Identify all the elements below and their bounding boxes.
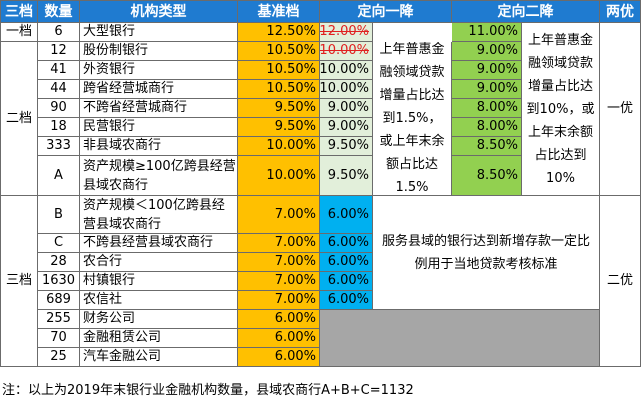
row-cut1-ratio: 10.00%: [320, 80, 373, 99]
row-count: A: [38, 156, 80, 196]
row-cut1-ratio: 6.00%: [320, 291, 373, 310]
row-type: 金融租赁公司: [80, 329, 238, 348]
row-base-ratio: 7.00%: [238, 253, 320, 272]
row-type: 农合行: [80, 253, 238, 272]
row-cut2-ratio: 8.50%: [452, 156, 522, 196]
row-cut2-ratio: 8.50%: [452, 137, 522, 156]
row-base-ratio: 6.00%: [238, 310, 320, 329]
row-cut1-ratio: 12.00%: [320, 23, 373, 42]
row-type: 汽车金融公司: [80, 348, 238, 367]
row-cut1-ratio: 6.00%: [320, 196, 373, 234]
row-cut1-ratio: 9.50%: [320, 137, 373, 156]
row-count: 1630: [38, 272, 80, 291]
row-cut2-ratio: 9.00%: [452, 61, 522, 80]
header-tier3: 三档: [0, 0, 38, 23]
row-cut1-ratio: 9.50%: [320, 156, 373, 196]
row-count: 28: [38, 253, 80, 272]
not-applicable-area: [320, 310, 600, 367]
header-targeted-cut-2: 定向二降: [452, 0, 600, 23]
row-type: 村镇银行: [80, 272, 238, 291]
row-base-ratio: 7.00%: [238, 234, 320, 253]
row-count: 255: [38, 310, 80, 329]
row-cut1-ratio: 10.00%: [320, 42, 373, 61]
row-count: 44: [38, 80, 80, 99]
row-type: 大型银行: [80, 23, 238, 42]
header-targeted-cut-1: 定向一降: [320, 0, 452, 23]
row-base-ratio: 7.00%: [238, 196, 320, 234]
row-cut2-ratio: 11.00%: [452, 23, 522, 42]
row-base-ratio: 10.50%: [238, 80, 320, 99]
row-count: 12: [38, 42, 80, 61]
row-base-ratio: 12.50%: [238, 23, 320, 42]
struck-value: 10.00%: [320, 43, 369, 58]
row-count: 41: [38, 61, 80, 80]
row-base-ratio: 7.00%: [238, 272, 320, 291]
header-type: 机构类型: [80, 0, 238, 23]
cut1-rule-text: 上年普惠金融领域贷款增量占比达到1.5%，或上年末余额占比达1.5%: [373, 42, 452, 196]
cut2-rule-text: 上年普惠金融领域贷款增量占比达到10%，或上年末余额占比达到10%: [522, 23, 600, 196]
row-base-ratio: 6.00%: [238, 329, 320, 348]
header-count: 数量: [38, 0, 80, 23]
tier3-both-label: 二优: [600, 196, 641, 367]
tier-1-label: 一档: [0, 23, 38, 42]
row-cut1-ratio: 6.00%: [320, 234, 373, 253]
row-count: 70: [38, 329, 80, 348]
struck-value: 12.00%: [320, 24, 369, 39]
tier-2-label: 二档: [0, 42, 38, 196]
reserve-ratio-table: 三档 数量 机构类型 基准档 定向一降 定向二降 两优 一档 二档 三档 6 大型银行 12.50% 12…: [0, 0, 641, 367]
row-type: 资产规模≥100亿跨县经营县域农商行: [80, 156, 238, 196]
row-base-ratio: 10.50%: [238, 61, 320, 80]
header-base: 基准档: [238, 0, 320, 23]
row-type: 资产规模＜100亿跨县经营县域农商行: [80, 196, 238, 234]
row-count: C: [38, 234, 80, 253]
row-type: 民营银行: [80, 118, 238, 137]
row-base-ratio: 6.00%: [238, 348, 320, 367]
row-base-ratio: 9.50%: [238, 118, 320, 137]
row-count: 25: [38, 348, 80, 367]
row-cut1-ratio: 6.00%: [320, 272, 373, 291]
row-cut2-ratio: 9.00%: [452, 42, 522, 61]
row-type: 跨省经营城商行: [80, 80, 238, 99]
row-cut2-ratio: 8.00%: [452, 118, 522, 137]
row-cut2-ratio: 8.00%: [452, 99, 522, 118]
row-cut1-ratio: 9.00%: [320, 99, 373, 118]
row-count: 333: [38, 137, 80, 156]
row-type: 不跨省经营城商行: [80, 99, 238, 118]
row-count: 90: [38, 99, 80, 118]
row-count: 689: [38, 291, 80, 310]
row-type: 不跨县经营县域农商行: [80, 234, 238, 253]
tier3-rule-text: 服务县域的银行达到新增存款一定比例用于当地贷款考核标准: [373, 196, 600, 310]
footnote: 注：以上为2019年末银行业金融机构数量，县域农商行A+B+C=1132: [2, 383, 414, 398]
row-base-ratio: 7.00%: [238, 291, 320, 310]
row-cut2-ratio: 9.00%: [452, 80, 522, 99]
header-both-preferences: 两优: [600, 0, 641, 23]
row-base-ratio: 10.00%: [238, 156, 320, 196]
row-count: B: [38, 196, 80, 234]
row-count: 6: [38, 23, 80, 42]
row-cut1-ratio: 9.00%: [320, 118, 373, 137]
tier1-2-both-label: 一优: [600, 23, 641, 196]
row-cut1-ratio: 10.00%: [320, 61, 373, 80]
row-cut1-ratio: 6.00%: [320, 253, 373, 272]
row-type: 财务公司: [80, 310, 238, 329]
row-base-ratio: 10.50%: [238, 42, 320, 61]
row-type: 非县域农商行: [80, 137, 238, 156]
row-type: 农信社: [80, 291, 238, 310]
tier-3-label: 三档: [0, 196, 38, 367]
row-type: 外资银行: [80, 61, 238, 80]
row-base-ratio: 9.50%: [238, 99, 320, 118]
row-count: 18: [38, 118, 80, 137]
row-base-ratio: 10.00%: [238, 137, 320, 156]
row-type: 股份制银行: [80, 42, 238, 61]
